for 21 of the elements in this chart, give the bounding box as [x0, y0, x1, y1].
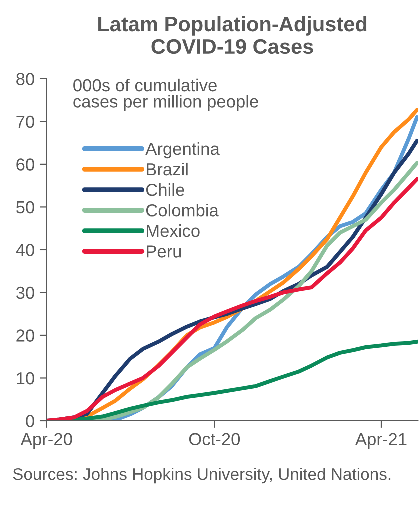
- x-tick-label: Apr-20: [20, 433, 72, 449]
- y-tick-label: 30: [16, 286, 34, 300]
- chart-title: Latam Population-Adjusted COVID-19 Cases: [98, 16, 367, 54]
- source-note: Sources: Johns Hopkins University, United Nations.: [13, 468, 391, 484]
- y-tick-label: 60: [16, 158, 34, 171]
- y-tick-label: 50: [16, 201, 34, 214]
- y-tick-label: 40: [16, 244, 34, 256]
- legend-label: Colombia: [146, 204, 219, 217]
- y-tick-label: 70: [16, 116, 34, 128]
- y-tick-label: 80: [16, 73, 34, 86]
- y-tick-label: 0: [26, 415, 34, 428]
- legend-label: Chile: [146, 183, 184, 196]
- y-axis-title: 000s of cumulative cases per million people: [74, 78, 258, 112]
- x-tick-label: Oct-20: [189, 433, 240, 446]
- y-tick-label: 10: [17, 372, 34, 385]
- legend-label: Argentina: [146, 142, 220, 159]
- y-tick-label: 20: [16, 330, 34, 342]
- legend-label: Brazil: [147, 162, 188, 176]
- legend-label: Mexico: [147, 224, 200, 238]
- legend-label: Peru: [147, 246, 182, 258]
- x-tick-label: Apr-21: [355, 433, 407, 449]
